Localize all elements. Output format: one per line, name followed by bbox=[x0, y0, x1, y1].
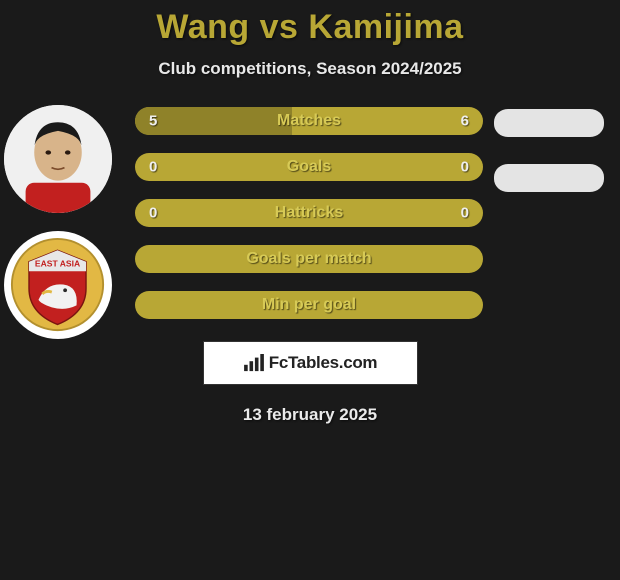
content-area: EAST ASIA 5 6 Matches 0 0 Goals 0 0 Hattricks Goa… bbox=[0, 107, 620, 319]
stat-value-right: 0 bbox=[461, 159, 469, 176]
bars-icon bbox=[243, 354, 265, 372]
stat-bar-matches: 5 6 Matches bbox=[135, 107, 483, 135]
compare-pill-2 bbox=[494, 164, 604, 192]
stat-label: Matches bbox=[277, 112, 341, 130]
bar-left-fill bbox=[135, 107, 292, 135]
svg-text:EAST ASIA: EAST ASIA bbox=[35, 259, 80, 269]
stat-label: Goals per match bbox=[246, 250, 371, 268]
stat-bar-hattricks: 0 0 Hattricks bbox=[135, 199, 483, 227]
player-avatar-icon bbox=[4, 105, 112, 213]
compare-pill-1 bbox=[494, 109, 604, 137]
club-badge-icon: EAST ASIA bbox=[10, 237, 105, 332]
stat-label: Hattricks bbox=[275, 204, 343, 222]
player-avatar bbox=[4, 105, 112, 213]
club-badge: EAST ASIA bbox=[4, 231, 112, 339]
page-title: Wang vs Kamijima bbox=[0, 8, 620, 47]
stat-bar-min-per-goal: Min per goal bbox=[135, 291, 483, 319]
stat-bar-goals-per-match: Goals per match bbox=[135, 245, 483, 273]
stat-rows: 5 6 Matches 0 0 Goals 0 0 Hattricks Goals per mat… bbox=[135, 107, 483, 319]
stat-value-left: 0 bbox=[149, 205, 157, 222]
avatar-column: EAST ASIA bbox=[4, 105, 112, 339]
date-label: 13 february 2025 bbox=[0, 405, 620, 425]
stat-value-right: 0 bbox=[461, 205, 469, 222]
subtitle: Club competitions, Season 2024/2025 bbox=[0, 59, 620, 79]
stat-value-left: 0 bbox=[149, 159, 157, 176]
right-pill-column bbox=[494, 109, 604, 192]
stat-value-left: 5 bbox=[149, 113, 157, 130]
stat-label: Min per goal bbox=[262, 296, 356, 314]
stat-bar-goals: 0 0 Goals bbox=[135, 153, 483, 181]
brand-label: FcTables.com bbox=[269, 353, 378, 373]
stat-label: Goals bbox=[287, 158, 331, 176]
stat-value-right: 6 bbox=[461, 113, 469, 130]
brand-box[interactable]: FcTables.com bbox=[203, 341, 418, 385]
comparison-card: Wang vs Kamijima Club competitions, Seas… bbox=[0, 0, 620, 425]
